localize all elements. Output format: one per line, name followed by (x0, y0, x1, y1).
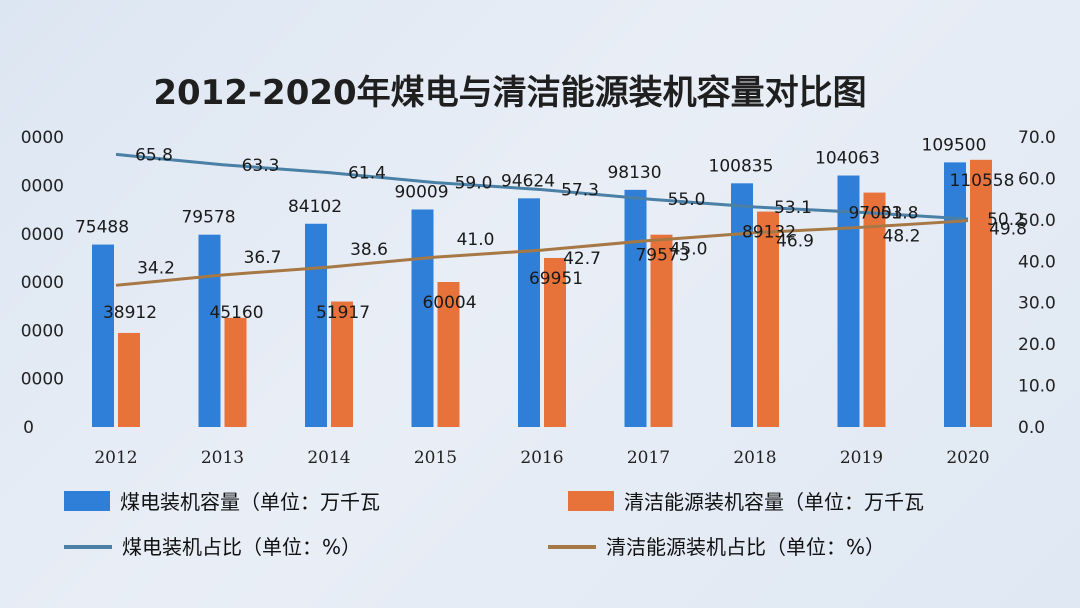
bar-clean-2014 (331, 301, 353, 427)
bar-coal-2016 (518, 198, 540, 427)
labels-layer: 75488 38912 65.8 34.2 79578 45160 63.3 36.7 8410… (75, 135, 1027, 323)
y-right-tick-0: 0.0 (1018, 418, 1045, 438)
y-right-tick-1: 10.0 (1018, 377, 1056, 397)
bar-coal-2015 (411, 209, 434, 427)
x-tick-2019: 2019 (840, 448, 883, 468)
lines-layer (115, 152, 969, 287)
label-clean-share-2018: 46.9 (776, 232, 814, 252)
x-tick-2017: 2017 (627, 448, 670, 468)
label-clean-share-2014: 38.6 (350, 240, 388, 260)
bar-clean-2012 (118, 332, 140, 427)
label-coal-share-2016: 57.3 (561, 181, 599, 201)
y-left-tick-1: 0000 (21, 370, 64, 390)
bar-clean-2016 (544, 257, 566, 427)
y-right-tick-5: 50.0 (1018, 211, 1056, 231)
label-clean-2013: 45160 (209, 303, 263, 323)
label-coal-2018: 100835 (709, 156, 774, 176)
chart-title: 2012-2020年煤电与清洁能源装机容量对比图 (153, 73, 866, 113)
legend-label-1: 清洁能源装机容量（单位：万千瓦 (624, 490, 924, 514)
y-right-tick-2: 20.0 (1018, 335, 1056, 355)
label-coal-share-2015: 59.0 (455, 174, 493, 194)
y-right-tick-3: 30.0 (1018, 294, 1056, 314)
bar-clean-2019 (863, 192, 886, 427)
y-left-tick-6: 0000 (21, 128, 64, 148)
label-coal-share-2013: 63.3 (242, 156, 280, 176)
label-coal-2012: 75488 (75, 218, 129, 238)
label-clean-share-2016: 42.7 (563, 249, 601, 269)
line-coal-share (115, 152, 969, 221)
label-clean-2017: 79573 (635, 246, 689, 266)
legend-label-2: 煤电装机占比（单位：%） (122, 535, 361, 559)
bar-coal-2017 (624, 189, 647, 427)
label-coal-2014: 84102 (288, 197, 342, 217)
y-right-tick-6: 60.0 (1018, 169, 1056, 189)
label-clean-2019: 97003 (848, 204, 902, 224)
bar-clean-2017 (650, 234, 673, 427)
label-coal-2017: 98130 (607, 163, 661, 183)
label-clean-share-2019: 48.2 (883, 226, 921, 246)
bar-coal-2014 (305, 223, 327, 427)
label-coal-2015: 90009 (394, 182, 448, 202)
label-clean-2014: 51917 (316, 303, 370, 323)
bar-clean-2020 (970, 159, 992, 427)
y-right-tick-4: 40.0 (1018, 252, 1056, 272)
bar-clean-2018 (757, 211, 779, 427)
x-tick-2012: 2012 (94, 448, 137, 468)
label-coal-share-2014: 61.4 (348, 164, 386, 184)
legend-swatch-1 (568, 491, 614, 511)
label-coal-2019: 104063 (815, 149, 880, 169)
label-clean-share-2012: 34.2 (137, 258, 175, 278)
bar-coal-2018 (731, 183, 753, 427)
bar-clean-2013 (224, 317, 247, 427)
y-right-tick-7: 70.0 (1018, 128, 1056, 148)
y-left-tick-4: 0000 (21, 225, 64, 245)
y-left-tick-0: 0 (23, 418, 34, 438)
legend-swatch-0 (64, 491, 110, 511)
x-tick-2013: 2013 (201, 448, 244, 468)
x-tick-2016: 2016 (520, 448, 563, 468)
label-coal-2013: 79578 (181, 208, 235, 228)
label-coal-share-2018: 53.1 (774, 198, 812, 218)
bar-clean-2015 (437, 281, 460, 427)
label-clean-share-2015: 41.0 (457, 230, 495, 250)
axes-layer: 2012 2013 2014 2015 2016 2017 2018 2019 20200000… (21, 128, 1056, 468)
bar-coal-2020 (944, 162, 966, 427)
label-clean-share-2013: 36.7 (244, 248, 282, 268)
legend-label-0: 煤电装机容量（单位：万千瓦 (120, 490, 380, 514)
legend-label-3: 清洁能源装机占比（单位：%） (606, 535, 885, 559)
y-left-tick-2: 0000 (21, 321, 64, 341)
bar-coal-2012 (92, 244, 114, 427)
y-left-tick-5: 0000 (21, 177, 64, 197)
label-coal-share-2012: 65.8 (135, 145, 173, 165)
x-tick-2020: 2020 (946, 448, 989, 468)
label-clean-2015: 60004 (422, 293, 476, 313)
bars-layer (92, 159, 992, 427)
y-left-tick-3: 0000 (21, 273, 64, 293)
x-tick-2015: 2015 (414, 448, 457, 468)
x-tick-2018: 2018 (733, 448, 776, 468)
legend: 煤电装机容量（单位：万千瓦 清洁能源装机容量（单位：万千瓦煤电装机占比（单位：%）… (64, 490, 924, 559)
label-coal-share-2019: 51.8 (881, 203, 919, 223)
label-clean-2012: 38912 (103, 303, 157, 323)
label-clean-2016: 69951 (529, 269, 583, 289)
label-coal-2016: 94624 (501, 171, 555, 191)
label-clean-share-2017: 45.0 (670, 240, 708, 260)
bar-coal-2013 (198, 234, 221, 427)
label-coal-share-2020: 50.2 (987, 210, 1025, 230)
label-coal-share-2017: 55.0 (668, 190, 706, 210)
x-tick-2014: 2014 (307, 448, 350, 468)
bar-coal-2019 (837, 175, 860, 427)
label-clean-2018: 89132 (742, 223, 796, 243)
label-clean-share-2020: 49.8 (989, 220, 1027, 240)
label-clean-2020: 110558 (950, 171, 1015, 191)
line-clean-share (115, 219, 969, 287)
label-coal-2020: 109500 (922, 135, 987, 155)
